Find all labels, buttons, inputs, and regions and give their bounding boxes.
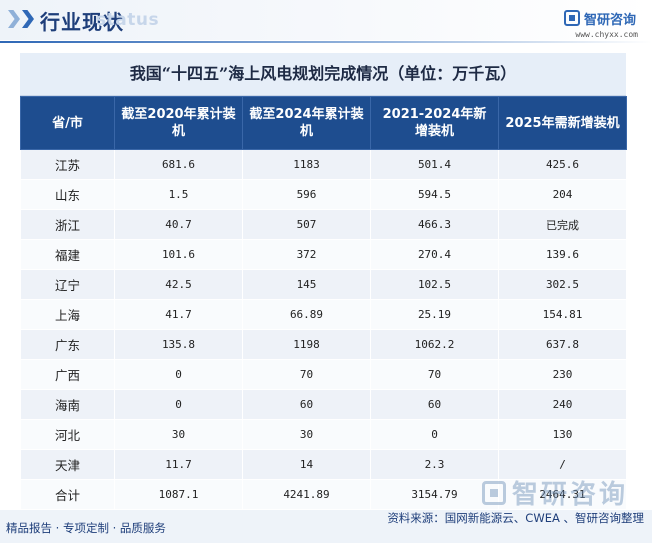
value-cell: 637.8 bbox=[498, 329, 627, 360]
column-header: 省/市 bbox=[20, 96, 115, 150]
table-header-row: 省/市 截至2020年累计装机 截至2024年累计装机 2021-2024年新增… bbox=[20, 96, 627, 150]
value-cell: 507 bbox=[242, 209, 371, 240]
column-header: 2021-2024年新增装机 bbox=[370, 96, 499, 150]
column-header: 截至2024年累计装机 bbox=[242, 96, 371, 150]
value-cell: 40.7 bbox=[114, 209, 243, 240]
section-ghost-text: status bbox=[96, 10, 160, 30]
value-cell: 25.19 bbox=[370, 299, 499, 330]
column-header: 2025年需新增装机 bbox=[498, 96, 627, 150]
brand-url: www.chyxx.com bbox=[575, 30, 638, 39]
table-row: 海南 0 60 60 240 bbox=[20, 389, 627, 420]
value-cell: 101.6 bbox=[114, 239, 243, 270]
chevron-right-icon bbox=[8, 10, 20, 28]
value-cell: 14 bbox=[242, 449, 371, 480]
footer-tagline: 精品报告 · 专项定制 · 品质服务 bbox=[6, 521, 166, 535]
table-row: 天津 11.7 14 2.3/ bbox=[20, 449, 627, 480]
value-cell: 4241.89 bbox=[242, 479, 371, 510]
value-cell: / bbox=[498, 449, 627, 480]
region-cell: 上海 bbox=[20, 299, 115, 330]
value-cell: 204 bbox=[498, 179, 627, 210]
value-cell: 425.6 bbox=[498, 149, 627, 180]
table-row: 山东 1.5 596 594.5 204 bbox=[20, 179, 627, 210]
value-cell: 11.7 bbox=[114, 449, 243, 480]
column-header: 截至2020年累计装机 bbox=[114, 96, 243, 150]
region-cell: 河北 bbox=[20, 419, 115, 450]
region-cell: 辽宁 bbox=[20, 269, 115, 300]
table-row: 浙江 40.7 507 466.3 已完成 bbox=[20, 209, 627, 240]
value-cell: 501.4 bbox=[370, 149, 499, 180]
value-cell: 0 bbox=[114, 359, 243, 390]
value-cell: 60 bbox=[370, 389, 499, 420]
value-cell: 154.81 bbox=[498, 299, 627, 330]
value-cell: 已完成 bbox=[498, 209, 627, 240]
table-row: 江苏 681.6 1183 501.4 425.6 bbox=[20, 149, 627, 180]
region-cell: 广东 bbox=[20, 329, 115, 360]
table-row: 广东 135.8 1198 1062.2 637.8 bbox=[20, 329, 627, 360]
data-table-panel: 我国“十四五”海上风电规划完成情况（单位：万千瓦） 省/市 截至2020年累计装… bbox=[20, 53, 627, 510]
value-cell: 596 bbox=[242, 179, 371, 210]
region-cell: 合计 bbox=[20, 479, 115, 510]
value-cell: 3154.79 bbox=[370, 479, 499, 510]
value-cell: 302.5 bbox=[498, 269, 627, 300]
value-cell: 0 bbox=[370, 419, 499, 450]
value-cell: 1087.1 bbox=[114, 479, 243, 510]
value-cell: 240 bbox=[498, 389, 627, 420]
table-caption: 我国“十四五”海上风电规划完成情况（单位：万千瓦） bbox=[20, 53, 626, 96]
page-footer: 精品报告 · 专项定制 · 品质服务 资料来源：国网新能源云、CWEA 、智研咨… bbox=[0, 510, 652, 543]
table-body: 江苏 681.6 1183 501.4 425.6 山东 1.5 596 594.5 204 浙江 4… bbox=[20, 149, 627, 510]
table-row: 上海 41.7 66.89 25.19 154.81 bbox=[20, 299, 627, 330]
chevron-right-icon bbox=[22, 10, 34, 28]
table-total-row: 合计 1087.1 4241.89 3154.79 2464.31 bbox=[20, 479, 627, 510]
header-divider bbox=[0, 41, 652, 43]
region-cell: 浙江 bbox=[20, 209, 115, 240]
value-cell: 30 bbox=[242, 419, 371, 450]
value-cell: 70 bbox=[242, 359, 371, 390]
value-cell: 130 bbox=[498, 419, 627, 450]
value-cell: 135.8 bbox=[114, 329, 243, 360]
value-cell: 466.3 bbox=[370, 209, 499, 240]
table-row: 广西 0 70 70 230 bbox=[20, 359, 627, 390]
brand-logo: 智研咨询 bbox=[563, 7, 636, 29]
value-cell: 42.5 bbox=[114, 269, 243, 300]
value-cell: 372 bbox=[242, 239, 371, 270]
brand-logo-icon bbox=[563, 10, 580, 26]
value-cell: 1198 bbox=[242, 329, 371, 360]
value-cell: 145 bbox=[242, 269, 371, 300]
value-cell: 270.4 bbox=[370, 239, 499, 270]
value-cell: 41.7 bbox=[114, 299, 243, 330]
section-title: 行业现状 bbox=[40, 10, 124, 34]
region-cell: 天津 bbox=[20, 449, 115, 480]
value-cell: 1183 bbox=[242, 149, 371, 180]
value-cell: 230 bbox=[498, 359, 627, 390]
value-cell: 139.6 bbox=[498, 239, 627, 270]
table-row: 福建 101.6 372 270.4 139.6 bbox=[20, 239, 627, 270]
table-row: 辽宁 42.5 145 102.5 302.5 bbox=[20, 269, 627, 300]
region-cell: 福建 bbox=[20, 239, 115, 270]
value-cell: 594.5 bbox=[370, 179, 499, 210]
value-cell: 102.5 bbox=[370, 269, 499, 300]
value-cell: 30 bbox=[114, 419, 243, 450]
region-cell: 山东 bbox=[20, 179, 115, 210]
value-cell: 681.6 bbox=[114, 149, 243, 180]
table-row: 河北 30 30 0 130 bbox=[20, 419, 627, 450]
value-cell: 66.89 bbox=[242, 299, 371, 330]
value-cell: 2.3 bbox=[370, 449, 499, 480]
value-cell: 60 bbox=[242, 389, 371, 420]
value-cell: 1062.2 bbox=[370, 329, 499, 360]
value-cell: 1.5 bbox=[114, 179, 243, 210]
page-header: 行业现状 status 智研咨询 www.chyxx.com bbox=[0, 0, 652, 40]
value-cell: 0 bbox=[114, 389, 243, 420]
region-cell: 海南 bbox=[20, 389, 115, 420]
wind-power-table: 省/市 截至2020年累计装机 截至2024年累计装机 2021-2024年新增… bbox=[20, 96, 627, 510]
brand-name: 智研咨询 bbox=[583, 12, 636, 28]
value-cell: 2464.31 bbox=[498, 479, 627, 510]
value-cell: 70 bbox=[370, 359, 499, 390]
region-cell: 江苏 bbox=[20, 149, 115, 180]
source-note: 资料来源：国网新能源云、CWEA 、智研咨询整理 bbox=[387, 511, 644, 525]
region-cell: 广西 bbox=[20, 359, 115, 390]
